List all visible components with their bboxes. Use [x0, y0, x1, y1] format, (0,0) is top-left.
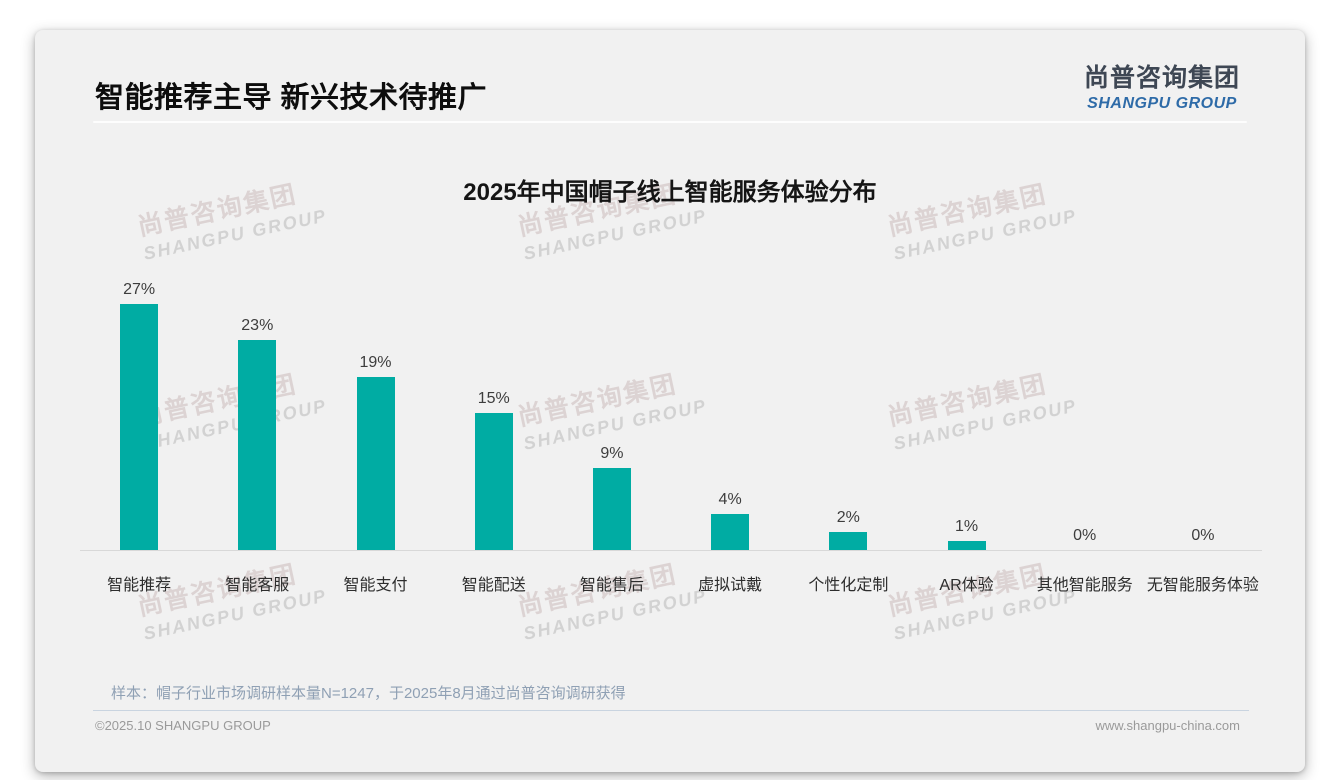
bar-column: 9%: [553, 271, 671, 550]
bar-value-label: 0%: [1073, 527, 1097, 544]
bar: [474, 413, 513, 550]
bar-column: 27%: [80, 271, 198, 550]
bar-category-label: AR体验: [939, 577, 994, 594]
bar-category-label: 无智能服务体验: [1146, 577, 1259, 594]
bar-chart-plot: 27% 23% 19% 15% 9% 4% 2% 1% 0% 0%: [80, 271, 1262, 551]
bar-column: 0%: [1144, 271, 1262, 550]
bar-value-label: 2%: [836, 509, 860, 526]
company-logo: 尚普咨询集团 SHANGPU GROUP: [1084, 58, 1240, 113]
bar-category-label: 智能推荐: [107, 577, 172, 594]
sample-footnote: 样本：帽子行业市场调研样本量N=1247，于2025年8月通过尚普咨询调研获得: [111, 685, 626, 702]
bar-category-label: 智能配送: [461, 577, 526, 594]
slide-card: 尚普咨询集团 SHANGPU GROUP 尚普咨询集团 SHANGPU GROUP 尚普…: [35, 30, 1305, 772]
bar-value-label: 27%: [123, 281, 156, 298]
website-url: www.shangpu-china.com: [1095, 718, 1240, 733]
chart-title: 2025年中国帽子线上智能服务体验分布: [463, 179, 877, 206]
bar-column: 1%: [907, 271, 1025, 550]
bar-value-label: 4%: [718, 491, 742, 508]
header-divider: [93, 121, 1247, 123]
bar-column: 23%: [198, 271, 316, 550]
bar: [711, 514, 750, 550]
content-layer: 智能推荐主导 新兴技术待推广 尚普咨询集团 SHANGPU GROUP 2025…: [35, 30, 1305, 772]
bar-value-label: 19%: [359, 354, 392, 371]
bar-column: 0%: [1026, 271, 1144, 550]
bar: [356, 377, 395, 550]
bar-value-label: 9%: [600, 445, 624, 462]
bar-category-label: 个性化定制: [808, 577, 889, 594]
bar-category-label: 智能售后: [579, 577, 644, 594]
bar-column: 15%: [435, 271, 553, 550]
bar-value-label: 23%: [241, 317, 274, 334]
bar: [592, 468, 631, 550]
bar: [120, 304, 159, 550]
bar-value-label: 15%: [477, 390, 510, 407]
copyright-text: ©2025.10 SHANGPU GROUP: [95, 718, 271, 733]
bar-category-label: 智能支付: [343, 577, 408, 594]
bar-category-label: 虚拟试戴: [698, 577, 763, 594]
logo-chinese-text: 尚普咨询集团: [1083, 64, 1240, 92]
bar-category-label: 智能客服: [225, 577, 290, 594]
bar-value-label: 1%: [954, 518, 979, 535]
bar-chart-categories: 智能推荐 智能客服 智能支付 智能配送 智能售后 虚拟试戴 个性化定制 AR体验 其他智能服务无…: [80, 571, 1262, 595]
footer-divider: [93, 710, 1249, 711]
bar: [238, 340, 277, 550]
bar-column: 19%: [316, 271, 434, 550]
bar: [829, 532, 868, 550]
bar-value-label: 0%: [1191, 527, 1215, 544]
page-title: 智能推荐主导 新兴技术待推广: [95, 82, 488, 114]
bar-column: 2%: [789, 271, 907, 550]
bar: [947, 541, 986, 550]
slide-footer: ©2025.10 SHANGPU GROUP www.shangpu-china…: [95, 718, 1240, 733]
bar-category-label: 其他智能服务: [1036, 577, 1133, 594]
logo-english-text: SHANGPU GROUP: [1087, 95, 1237, 112]
bar-column: 4%: [671, 271, 789, 550]
